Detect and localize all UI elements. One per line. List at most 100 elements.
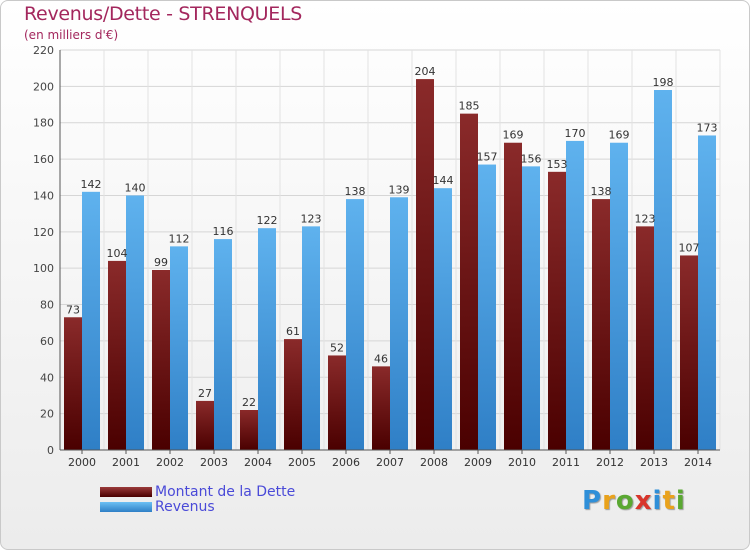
data-label: 198 xyxy=(653,76,674,89)
bar-revenue xyxy=(698,135,716,451)
chart-subtitle: (en milliers d'€) xyxy=(24,28,119,42)
bar-debt xyxy=(504,142,522,450)
bar-debt xyxy=(240,410,258,450)
bar-revenue xyxy=(434,188,452,450)
y-tick-label: 20 xyxy=(40,408,54,421)
x-tick-label: 2011 xyxy=(552,456,580,469)
bar-debt xyxy=(636,226,654,450)
data-label: 142 xyxy=(81,178,102,191)
data-label: 116 xyxy=(213,225,234,238)
y-tick-label: 80 xyxy=(40,299,54,312)
legend-label-revenue: Revenus xyxy=(155,499,215,515)
y-tick-label: 60 xyxy=(40,335,54,348)
x-tick-label: 2001 xyxy=(112,456,140,469)
x-tick-label: 2004 xyxy=(244,456,272,469)
data-label: 173 xyxy=(697,121,718,134)
data-label: 27 xyxy=(198,387,212,400)
chart-title: Revenus/Dette - STRENQUELS xyxy=(24,3,302,25)
x-tick-label: 2002 xyxy=(156,456,184,469)
data-label: 138 xyxy=(591,185,612,198)
legend-label-debt: Montant de la Dette xyxy=(155,484,296,500)
data-label: 185 xyxy=(459,100,480,113)
bar-revenue xyxy=(258,228,276,450)
y-tick-label: 140 xyxy=(33,189,54,202)
bar-revenue xyxy=(170,246,188,450)
bar-debt xyxy=(680,255,698,450)
x-tick-label: 2014 xyxy=(684,456,712,469)
y-tick-label: 40 xyxy=(40,371,54,384)
bar-revenue xyxy=(610,142,628,450)
data-label: 123 xyxy=(635,212,656,225)
data-label: 139 xyxy=(389,183,410,196)
bar-debt xyxy=(152,270,170,450)
data-label: 138 xyxy=(345,185,366,198)
bar-debt xyxy=(372,366,390,450)
data-label: 157 xyxy=(477,151,498,164)
data-label: 112 xyxy=(169,232,190,245)
x-tick-label: 2012 xyxy=(596,456,624,469)
bar-debt xyxy=(284,339,302,450)
data-label: 144 xyxy=(433,174,454,187)
data-label: 61 xyxy=(286,325,300,338)
bar-debt xyxy=(548,171,566,450)
bar-revenue xyxy=(566,140,584,450)
bar-debt xyxy=(592,199,610,450)
bar-revenue xyxy=(478,164,496,450)
data-label: 156 xyxy=(521,152,542,165)
x-tick-label: 2003 xyxy=(200,456,228,469)
data-label: 169 xyxy=(503,129,524,142)
logo-letter: t xyxy=(662,486,676,516)
proxiti-logo: Proxiti xyxy=(582,486,686,516)
y-tick-label: 0 xyxy=(47,444,54,457)
x-tick-label: 2006 xyxy=(332,456,360,469)
bar-revenue xyxy=(214,239,232,450)
data-label: 46 xyxy=(374,352,388,365)
data-label: 122 xyxy=(257,214,278,227)
legend-swatch-revenue xyxy=(100,502,152,512)
y-tick-label: 120 xyxy=(33,226,54,239)
bar-debt xyxy=(328,355,346,450)
data-label: 123 xyxy=(301,212,322,225)
legend-swatch-debt xyxy=(100,487,152,497)
bar-revenue xyxy=(390,197,408,450)
bar-revenue xyxy=(126,195,144,450)
data-label: 99 xyxy=(154,256,168,269)
bar-debt xyxy=(196,400,214,450)
bar-revenue xyxy=(522,166,540,450)
y-tick-label: 220 xyxy=(33,44,54,57)
bar-revenue xyxy=(654,90,672,450)
logo-letter: i xyxy=(652,486,663,516)
y-tick-label: 180 xyxy=(33,117,54,130)
data-label: 52 xyxy=(330,341,344,354)
bar-debt xyxy=(416,79,434,450)
y-tick-label: 100 xyxy=(33,262,54,275)
x-tick-label: 2000 xyxy=(68,456,96,469)
x-tick-label: 2009 xyxy=(464,456,492,469)
bar-revenue xyxy=(82,191,100,450)
data-label: 22 xyxy=(242,396,256,409)
x-tick-label: 2008 xyxy=(420,456,448,469)
data-label: 169 xyxy=(609,129,630,142)
logo-letter: P xyxy=(582,486,603,516)
data-label: 107 xyxy=(679,241,700,254)
y-tick-label: 200 xyxy=(33,80,54,93)
x-tick-label: 2007 xyxy=(376,456,404,469)
x-tick-label: 2010 xyxy=(508,456,536,469)
data-label: 170 xyxy=(565,127,586,140)
data-label: 153 xyxy=(547,158,568,171)
logo-letter: r xyxy=(602,486,616,516)
bar-debt xyxy=(64,317,82,450)
logo-letter: x xyxy=(634,486,653,516)
data-label: 73 xyxy=(66,303,80,316)
logo-letter: i xyxy=(675,486,686,516)
bar-debt xyxy=(460,113,478,451)
bar-revenue xyxy=(302,226,320,450)
bar-debt xyxy=(108,260,126,450)
data-label: 104 xyxy=(107,247,128,260)
y-tick-label: 160 xyxy=(33,153,54,166)
bar-revenue xyxy=(346,199,364,450)
x-tick-label: 2013 xyxy=(640,456,668,469)
data-label: 140 xyxy=(125,181,146,194)
data-label: 204 xyxy=(415,65,436,78)
logo-letter: o xyxy=(615,486,635,516)
